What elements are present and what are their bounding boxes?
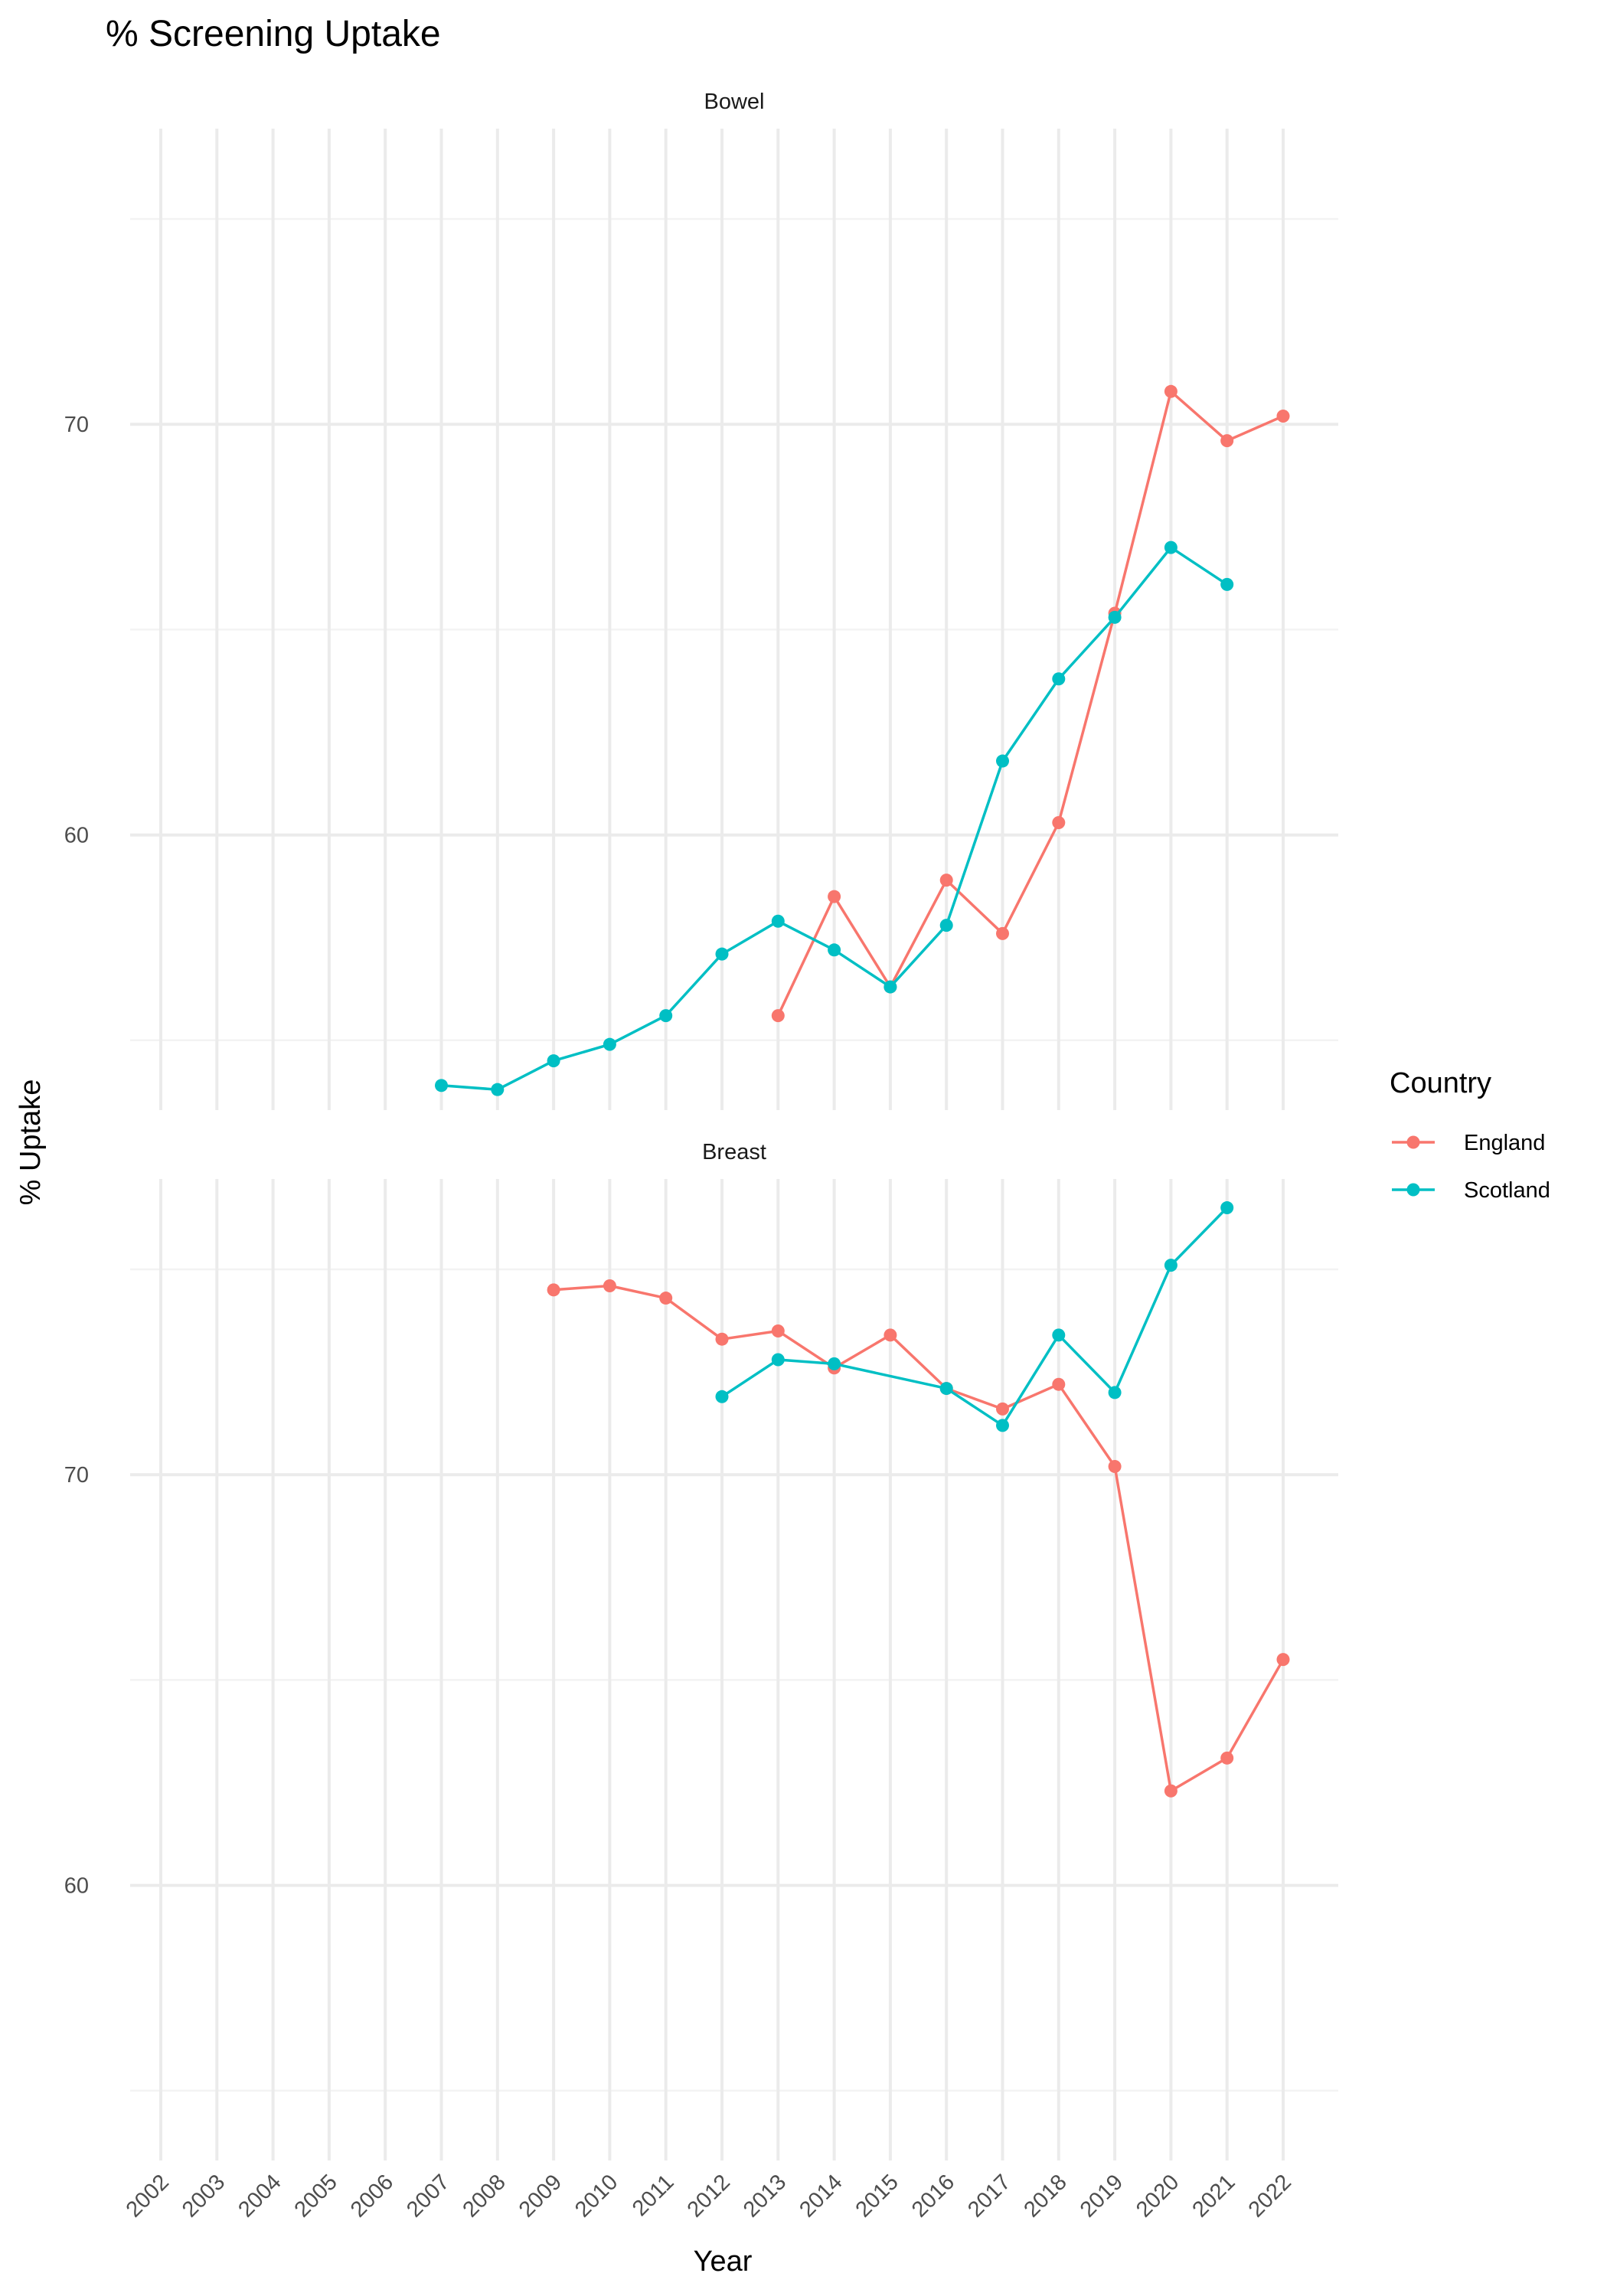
- x-tick-label: 2010: [570, 2170, 622, 2222]
- x-tick-label: 2015: [851, 2170, 903, 2222]
- legend-label: England: [1464, 1131, 1545, 1155]
- data-point: [715, 1332, 729, 1346]
- x-tick-label: 2007: [402, 2170, 454, 2222]
- x-axis: 2002 2003 2004 2005 2006 2007 2008 2009 2010 2011…: [122, 2170, 1296, 2222]
- x-tick-label: 2022: [1244, 2170, 1296, 2222]
- legend-title: Country: [1390, 1067, 1491, 1099]
- series-line-england: [553, 1284, 1285, 1792]
- data-point: [828, 890, 841, 903]
- chart-title: % Screening Uptake: [106, 14, 441, 54]
- data-point: [1052, 816, 1066, 830]
- data-point: [1220, 1201, 1234, 1215]
- legend-entry-england: England: [1392, 1131, 1545, 1155]
- data-point: [659, 1292, 673, 1305]
- x-tick-label: 2021: [1187, 2170, 1240, 2222]
- data-point: [771, 1324, 785, 1337]
- data-point: [939, 874, 953, 887]
- data-point: [435, 1079, 448, 1092]
- x-tick-label: 2018: [1020, 2170, 1072, 2222]
- x-tick-label: 2005: [290, 2170, 342, 2222]
- data-point: [1108, 1386, 1122, 1399]
- x-tick-label: 2020: [1132, 2170, 1184, 2222]
- data-point: [1108, 1459, 1122, 1473]
- x-tick-label: 2019: [1076, 2170, 1128, 2222]
- x-tick-label: 2003: [178, 2170, 230, 2222]
- series-scotland: [435, 541, 1234, 1096]
- data-point: [1052, 1377, 1066, 1391]
- x-tick-label: 2008: [459, 2170, 511, 2222]
- data-point: [828, 943, 841, 957]
- data-point: [715, 947, 729, 961]
- gridlines: [130, 1179, 1338, 2160]
- data-point: [1052, 672, 1066, 686]
- data-point: [1164, 541, 1177, 554]
- y-tick-label: 60: [64, 824, 89, 848]
- data-point: [1164, 1784, 1177, 1798]
- series-line-scotland: [721, 1207, 1228, 1427]
- x-axis-title: Year: [694, 2245, 753, 2278]
- x-tick-label: 2002: [122, 2170, 174, 2222]
- data-point: [996, 926, 1009, 940]
- strip-label: Breast: [702, 1140, 766, 1164]
- data-point: [1220, 1751, 1234, 1765]
- x-tick-label: 2004: [234, 2170, 286, 2222]
- data-point: [1164, 384, 1177, 398]
- data-point: [603, 1279, 616, 1292]
- y-tick-label: 60: [64, 1874, 89, 1899]
- data-point: [828, 1357, 841, 1370]
- y-axis-title: % Uptake: [15, 1079, 47, 1206]
- legend-key-point: [1406, 1183, 1420, 1197]
- x-tick-label: 2013: [739, 2170, 791, 2222]
- legend-key-point: [1406, 1135, 1420, 1149]
- data-point: [771, 1009, 785, 1023]
- data-point: [491, 1083, 505, 1096]
- data-point: [884, 1328, 897, 1342]
- facet-panels: Bowel 60 70 Breast 60 70: [64, 90, 1338, 2160]
- legend-label: Scotland: [1464, 1178, 1550, 1203]
- data-point: [884, 980, 897, 994]
- data-point: [996, 754, 1009, 768]
- data-point: [659, 1009, 673, 1023]
- legend-entry-scotland: Scotland: [1392, 1178, 1550, 1203]
- x-tick-label: 2014: [795, 2170, 847, 2222]
- series-england: [771, 384, 1290, 1023]
- series-scotland: [715, 1201, 1234, 1432]
- data-point: [715, 1390, 729, 1403]
- data-point: [1276, 1653, 1290, 1667]
- x-tick-label: 2017: [963, 2170, 1015, 2222]
- x-tick-label: 2011: [628, 2170, 679, 2221]
- data-point: [939, 1382, 953, 1396]
- x-tick-label: 2009: [514, 2170, 567, 2222]
- series-england: [547, 1279, 1290, 1798]
- data-point: [1220, 577, 1234, 591]
- x-tick-label: 2012: [683, 2170, 735, 2222]
- gridlines: [130, 129, 1338, 1110]
- data-point: [996, 1402, 1009, 1416]
- data-point: [1052, 1328, 1066, 1342]
- panel-breast: Breast 60 70: [64, 1140, 1338, 2160]
- data-point: [1164, 1259, 1177, 1272]
- data-point: [996, 1419, 1009, 1432]
- y-tick-label: 70: [64, 413, 89, 437]
- data-point: [939, 919, 953, 932]
- data-point: [1108, 610, 1122, 624]
- strip-label: Bowel: [704, 90, 765, 114]
- data-point: [547, 1054, 560, 1068]
- y-tick-label: 70: [64, 1463, 89, 1488]
- data-point: [771, 1353, 785, 1367]
- x-tick-label: 2016: [907, 2170, 959, 2222]
- data-point: [1276, 409, 1290, 423]
- data-point: [547, 1283, 560, 1297]
- data-point: [1220, 434, 1234, 448]
- data-point: [771, 914, 785, 928]
- panel-bowel: Bowel 60 70: [64, 90, 1338, 1110]
- series-line-england: [776, 390, 1284, 1017]
- x-tick-label: 2006: [346, 2170, 398, 2222]
- data-point: [603, 1037, 616, 1051]
- legend: Country England Scotland: [1390, 1067, 1550, 1203]
